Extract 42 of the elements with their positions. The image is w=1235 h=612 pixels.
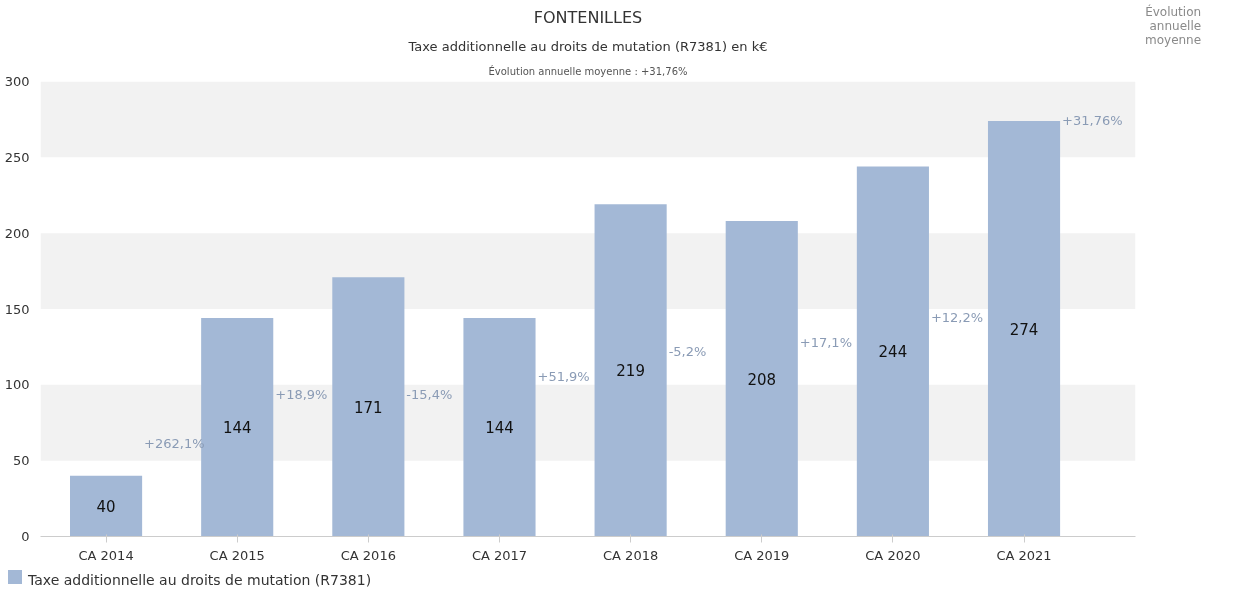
data-label: 219 <box>616 362 645 381</box>
y-tick-label: 100 <box>4 377 30 393</box>
x-tick-label: CA 2017 <box>471 547 528 563</box>
annotation: +18,9% <box>275 386 328 402</box>
bar <box>332 277 405 537</box>
y-tick-label: 200 <box>4 225 30 241</box>
text: Évolution annuelle moyenne <box>1145 5 1202 47</box>
bar <box>856 166 929 537</box>
annotation: +31,76% <box>1062 113 1123 129</box>
chart-subtitle: Taxe additionnelle au droits de mutation (R7381) en k€ <box>407 38 768 54</box>
x-tick-label: CA 2018 <box>603 547 659 563</box>
text: Évolution annuelle moyenne : +31,76% <box>488 64 688 77</box>
data-label: 208 <box>747 370 777 389</box>
bar <box>987 120 1061 537</box>
x-tick-label: CA 2020 <box>865 547 921 563</box>
x-tick-label: CA 2019 <box>734 547 790 563</box>
bar <box>463 318 536 537</box>
chart-title: FONTENILLES <box>533 7 643 27</box>
annotation: +12,2% <box>930 309 984 325</box>
y-tick-label: 150 <box>4 301 30 317</box>
data-label: 144 <box>222 419 252 438</box>
x-tick-label: CA 2015 <box>209 547 265 563</box>
y-tick-label: 250 <box>4 149 30 165</box>
data-label: 274 <box>1009 320 1039 339</box>
data-label: 144 <box>485 419 514 438</box>
annotation: -5,2% <box>668 344 707 360</box>
y-tick-label: 0 <box>21 529 30 544</box>
data-label: 40 <box>96 498 116 517</box>
legend-label: Taxe additionnelle au droits de mutation (R7381) <box>28 571 372 590</box>
x-tick-label: CA 2016 <box>340 547 396 563</box>
data-label: 244 <box>878 343 908 362</box>
y-tick-label: 300 <box>4 74 30 89</box>
annotation: +51,9% <box>537 368 590 384</box>
y-tick-label: 50 <box>12 453 30 469</box>
annotation: -15,4% <box>406 386 453 402</box>
bar <box>70 475 143 537</box>
x-tick-label: CA 2014 <box>78 547 134 563</box>
x-tick-label: CA 2021 <box>996 547 1052 563</box>
bar <box>594 204 667 537</box>
annotation: +17,1% <box>799 334 852 350</box>
data-label: 171 <box>354 398 383 417</box>
bar <box>725 221 798 537</box>
